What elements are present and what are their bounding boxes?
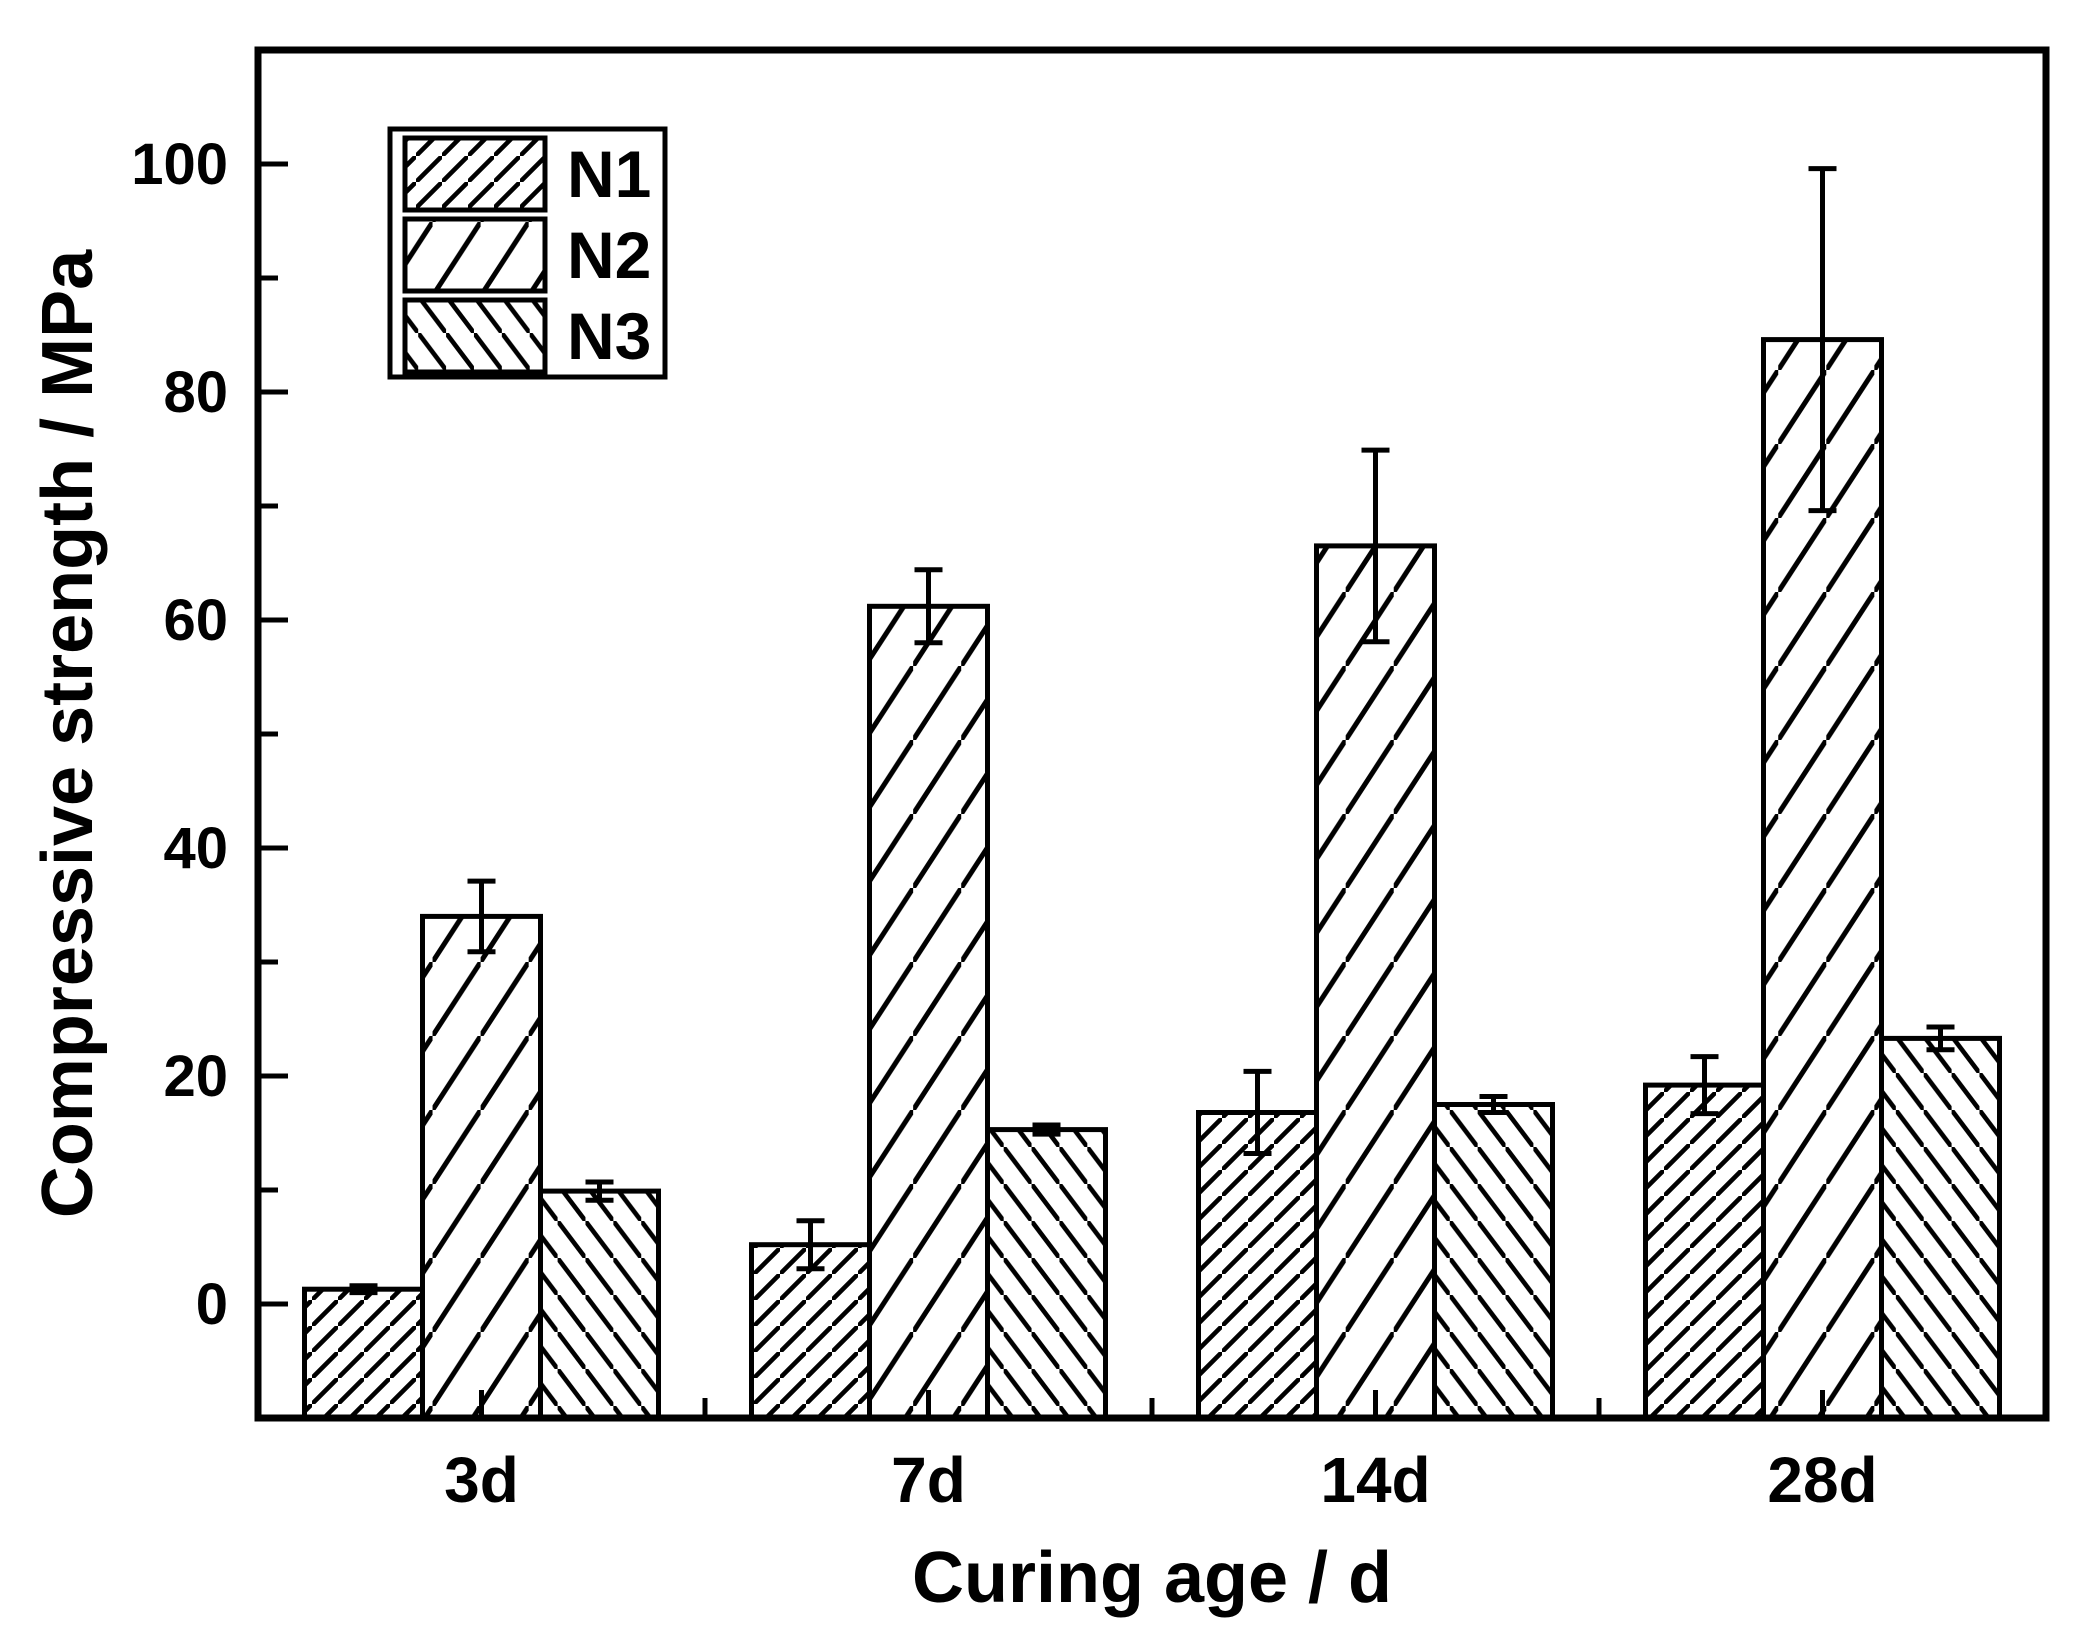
errorbar-N1-14d [1243,1068,1272,1156]
bar-N2-7d [867,603,990,1421]
bar-N1-14d [1196,1110,1319,1421]
x-tick-labels: 3d 7d 14d 28d [444,1444,1877,1516]
x-axis-title: Curing age / d [912,1538,1392,1618]
y-tick-label-80: 80 [163,360,228,425]
series-N3 [538,1024,2002,1421]
y-axis-title: Compressive strength / MPa [28,249,108,1218]
y-tick-labels: 0 20 40 60 80 100 [131,132,228,1337]
legend-label-N2: N2 [567,218,651,292]
errorbar-N2-7d [914,567,943,646]
bar-N3-7d [985,1127,1108,1421]
legend-swatch-N3 [402,297,548,375]
legend-label-N3: N3 [567,299,651,373]
x-axis-ticks [479,1390,1825,1418]
y-axis-ticks [258,161,288,1307]
y-tick-label-100: 100 [131,132,228,197]
x-tick-label-3d: 3d [444,1444,519,1516]
errorbar-N2-3d [467,878,496,955]
x-tick-label-7d: 7d [891,1444,966,1516]
x-tick-label-14d: 14d [1320,1444,1430,1516]
errorbar-N3-14d [1479,1094,1508,1115]
bar-N1-3d [302,1286,425,1421]
errorbar-N3-3d [585,1179,614,1203]
plot-border [254,46,2050,1422]
bar-N2-3d [420,913,543,1421]
errorbar-N3-7d [1032,1122,1061,1137]
y-tick-label-0: 0 [196,1272,228,1337]
legend-label-N1: N1 [567,137,651,211]
bar-N3-28d [1879,1035,2002,1421]
y-tick-label-40: 40 [163,816,228,881]
bar-N2-14d [1314,543,1437,1421]
errorbar-N2-28d [1808,166,1837,514]
x-tick-label-28d: 28d [1767,1444,1877,1516]
series-N1 [302,1054,1766,1421]
legend-swatch-N2 [402,216,548,294]
errorbar-N2-14d [1361,447,1390,645]
bar-N1-28d [1643,1082,1766,1421]
y-tick-label-20: 20 [163,1044,228,1109]
errorbar-N1-28d [1690,1054,1719,1117]
legend-swatch-N1 [402,135,548,213]
errorbar-N1-3d [349,1283,378,1296]
bar-N2-28d [1761,337,1884,1421]
bar-N3-14d [1432,1102,1555,1421]
errorbar-N3-28d [1926,1024,1955,1053]
bar-N3-3d [538,1188,661,1421]
y-tick-label-60: 60 [163,588,228,653]
errorbar-N1-7d [796,1218,825,1272]
